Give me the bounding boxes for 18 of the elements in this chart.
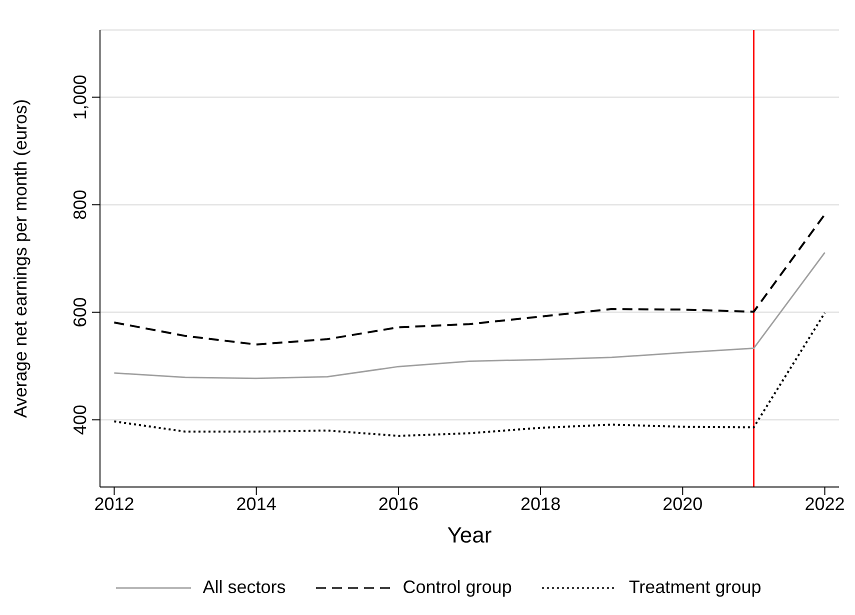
y-tick-label: 400 bbox=[70, 404, 90, 435]
y-tick-label: 600 bbox=[70, 297, 90, 328]
x-tick-label: 2018 bbox=[520, 494, 561, 514]
x-tick-label: 2022 bbox=[804, 494, 845, 514]
legend-label: Control group bbox=[402, 577, 512, 598]
line-series bbox=[113, 213, 826, 346]
y-axis-title: Average net earnings per month (euros) bbox=[10, 99, 30, 418]
y-tick-label: 800 bbox=[70, 190, 90, 220]
x-axis-title: Year bbox=[447, 522, 492, 548]
line-series bbox=[113, 312, 826, 437]
y-tick-label: 1,000 bbox=[70, 74, 90, 120]
x-tick-label: 2020 bbox=[662, 494, 703, 514]
x-tick-label: 2012 bbox=[94, 494, 134, 514]
x-tick-label: 2014 bbox=[236, 494, 276, 514]
x-tick-label: 2016 bbox=[378, 494, 418, 514]
line-series bbox=[113, 252, 826, 380]
legend-label: All sectors bbox=[202, 577, 286, 598]
legend-label: Treatment group bbox=[628, 577, 762, 598]
